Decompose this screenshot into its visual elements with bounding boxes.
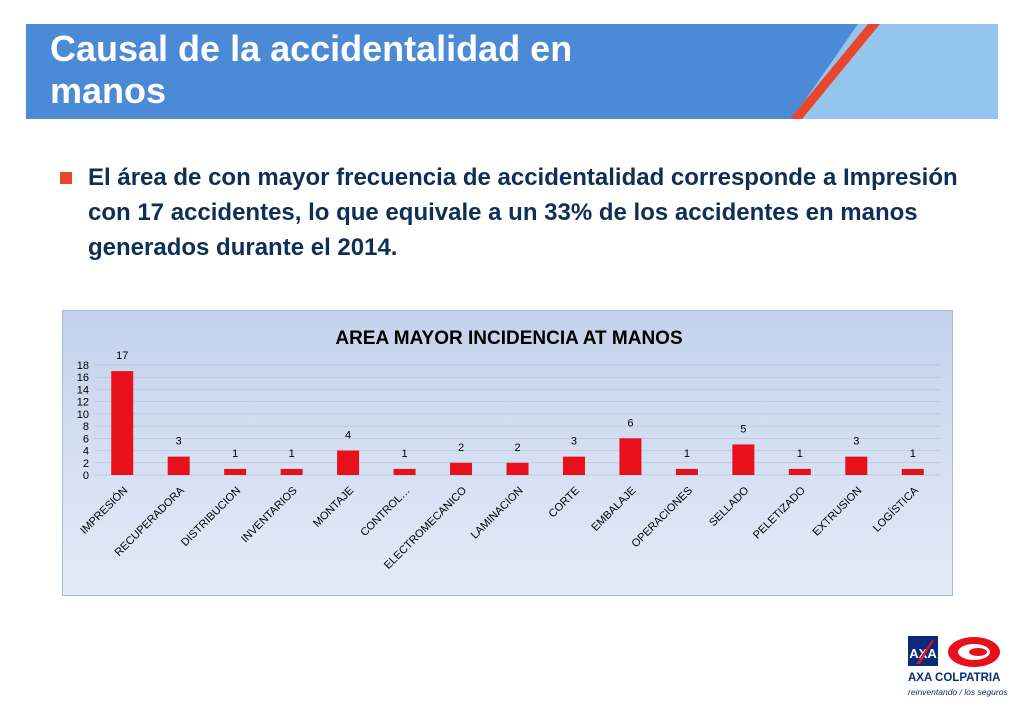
y-tick-label: 2 xyxy=(83,458,89,470)
data-label: 1 xyxy=(797,448,803,460)
slide-title: Causal de la accidentalidad en manos xyxy=(50,28,573,111)
bullet-text: El área de con mayor frecuencia de accid… xyxy=(88,164,958,261)
y-tick-label: 18 xyxy=(77,360,89,372)
data-label: 3 xyxy=(571,436,577,448)
x-tick-label: DISTRIBUCION xyxy=(179,485,243,549)
axa-colpatria-logo: AXA AXA COLPATRIA reinventando / los seg… xyxy=(908,636,1008,697)
bar xyxy=(675,468,698,475)
x-tick-label: LOGÍSTICA xyxy=(870,483,921,534)
y-tick-label: 8 xyxy=(83,421,89,433)
x-tick-label: CORTE xyxy=(547,485,583,521)
data-label: 1 xyxy=(402,448,408,460)
y-tick-label: 14 xyxy=(77,384,89,396)
bar xyxy=(845,456,868,475)
y-tick-label: 0 xyxy=(83,470,89,482)
bar xyxy=(224,468,247,475)
bar-chart: AREA MAYOR INCIDENCIA AT MANOS 0 2 4 6 8 10 12… xyxy=(62,310,953,596)
data-label: 2 xyxy=(514,442,520,454)
x-tick-label: CONTROL… xyxy=(358,485,412,539)
bullet-square-icon xyxy=(60,172,72,184)
x-tick-label: LAMINACION xyxy=(469,485,526,542)
y-tick-label: 6 xyxy=(83,433,89,445)
title-banner: Causal de la accidentalidad en manos xyxy=(26,24,998,119)
y-tick-label: 12 xyxy=(77,397,89,409)
chart-canvas: AREA MAYOR INCIDENCIA AT MANOS 024681012… xyxy=(77,328,941,572)
y-tick-label: 10 xyxy=(77,409,89,421)
bar xyxy=(111,371,134,475)
logo-tagline: reinventando / los seguros xyxy=(908,687,1008,697)
x-axis: IMPRESIÓNRECUPERADORADISTRIBUCIONINVENTA… xyxy=(78,483,922,571)
data-label: 1 xyxy=(684,448,690,460)
data-labels: 17 3 1 1 4 1 2 2 3 6 1 5 1 3 1 xyxy=(116,350,916,460)
data-label: 6 xyxy=(627,417,633,429)
banner-accent-stripe xyxy=(790,24,880,119)
x-tick-label: OPERACIONES xyxy=(629,485,695,551)
x-tick-label: MONTAJE xyxy=(311,485,356,530)
bar xyxy=(562,456,585,475)
bar xyxy=(901,468,924,475)
data-label: 3 xyxy=(853,436,859,448)
x-tick-label: EMBALAJE xyxy=(589,485,638,534)
data-label: 1 xyxy=(232,448,238,460)
bar xyxy=(393,468,416,475)
bar xyxy=(619,438,642,475)
bars xyxy=(111,371,924,475)
logo-brand: AXA COLPATRIA xyxy=(908,672,1000,684)
data-label: 3 xyxy=(176,436,182,448)
chart-title: AREA MAYOR INCIDENCIA AT MANOS xyxy=(335,328,682,349)
y-tick-label: 16 xyxy=(77,372,89,384)
x-tick-label: SELLADO xyxy=(707,484,752,529)
x-tick-label: IMPRESIÓN xyxy=(78,484,131,537)
bar xyxy=(732,444,755,475)
x-tick-label: INVENTARIOS xyxy=(239,485,300,546)
bar xyxy=(506,462,529,475)
banner-decoration xyxy=(790,24,998,119)
bar xyxy=(788,468,811,475)
data-label: 5 xyxy=(740,423,746,435)
bar xyxy=(167,456,190,475)
data-label: 17 xyxy=(116,350,128,362)
data-label: 4 xyxy=(345,430,351,442)
data-label: 1 xyxy=(910,448,916,460)
bar xyxy=(450,462,473,475)
data-label: 2 xyxy=(458,442,464,454)
banner-light-stripe xyxy=(792,24,998,119)
data-label: 1 xyxy=(289,448,295,460)
x-tick-label: EXTRUSION xyxy=(811,485,865,539)
x-tick-label: PELETIZADO xyxy=(751,484,808,541)
y-tick-label: 4 xyxy=(83,446,89,458)
bar xyxy=(337,450,360,475)
bar xyxy=(280,468,303,475)
gridlines xyxy=(94,364,941,476)
